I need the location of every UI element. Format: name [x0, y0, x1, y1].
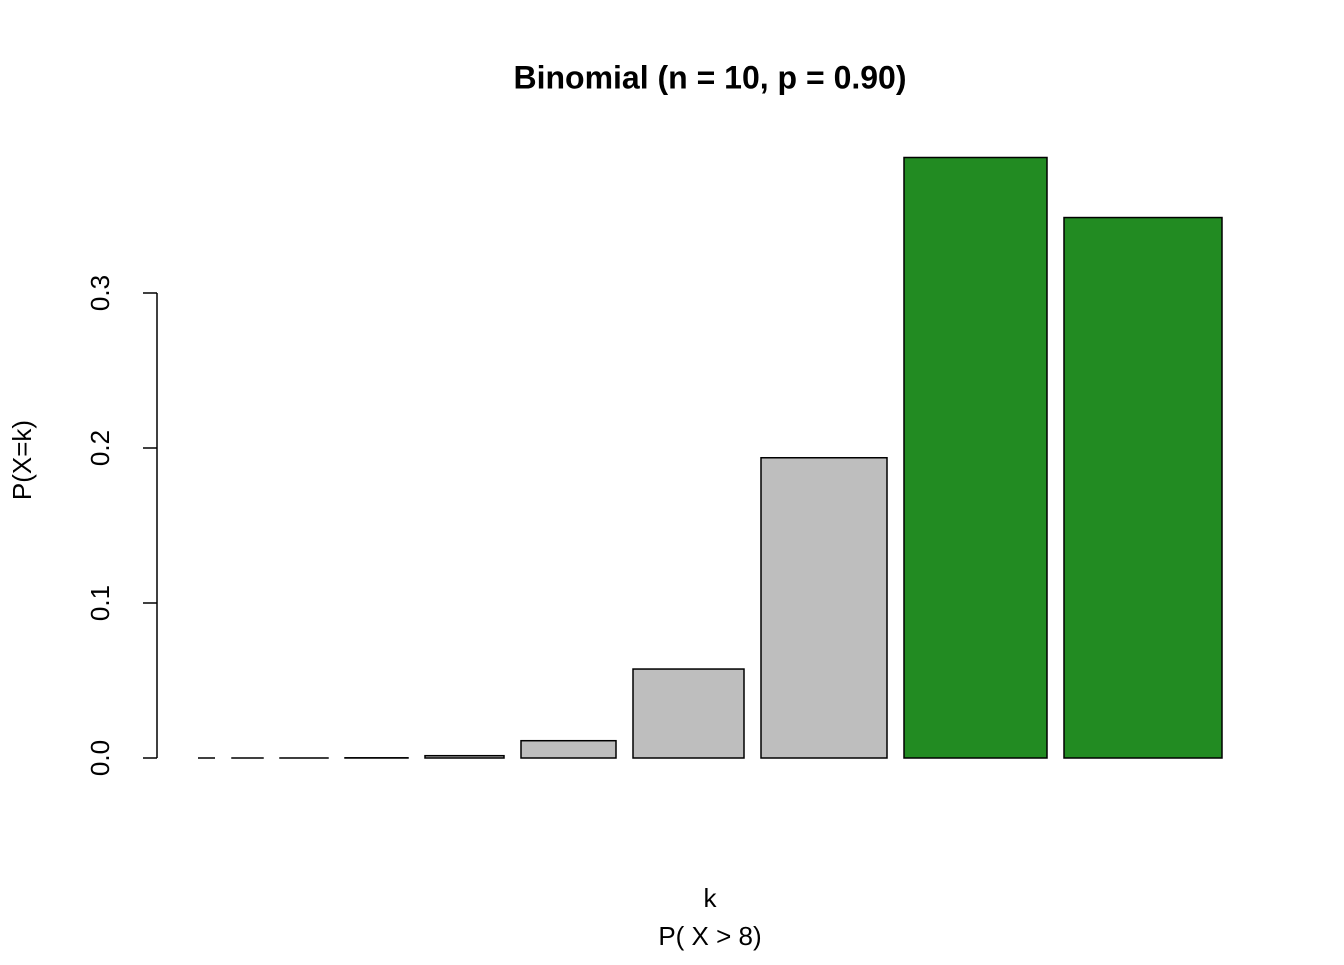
y-tick-label: 0.3	[85, 275, 115, 311]
subtitle: P( X > 8)	[658, 921, 761, 951]
bar	[904, 157, 1047, 758]
y-tick-label: 0.1	[85, 585, 115, 621]
y-tick-label: 0.0	[85, 740, 115, 776]
chart-title: Binomial (n = 10, p = 0.90)	[513, 59, 906, 95]
bar	[633, 669, 744, 758]
bar	[425, 756, 504, 758]
bar	[1064, 218, 1222, 758]
bar	[521, 741, 616, 758]
bar	[761, 458, 887, 758]
y-tick-label: 0.2	[85, 430, 115, 466]
y-axis-label: P(X=k)	[7, 420, 37, 500]
x-axis-label: k	[704, 883, 718, 913]
